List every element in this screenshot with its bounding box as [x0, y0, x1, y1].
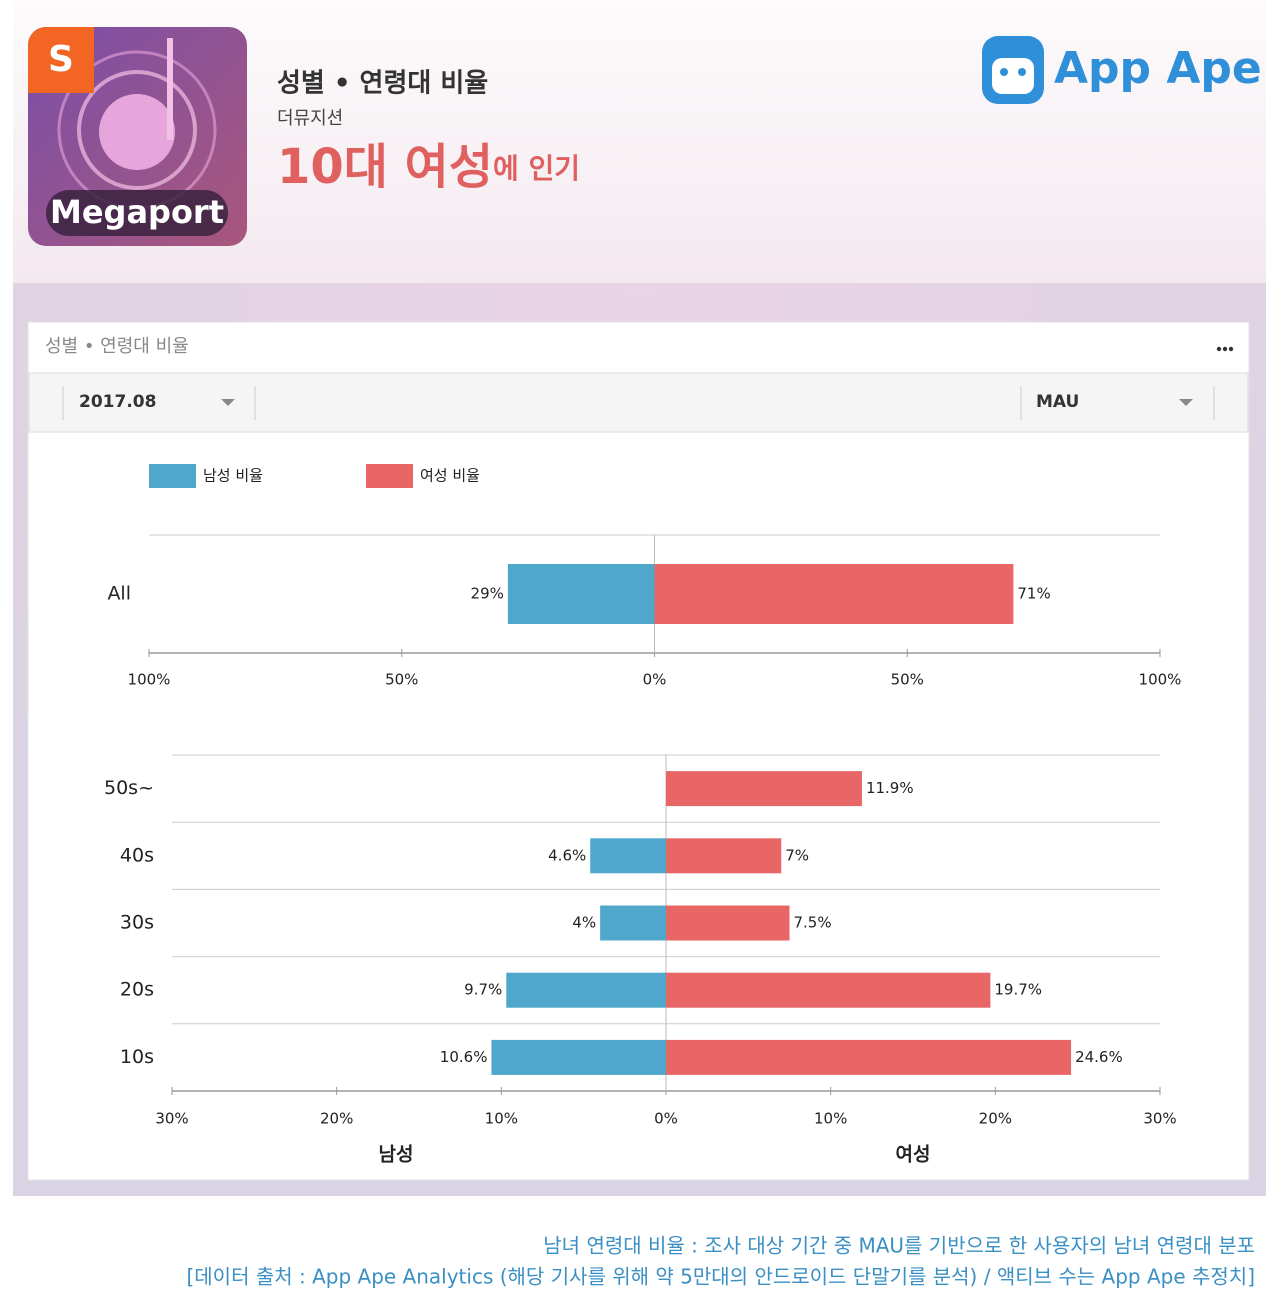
x-tick-label: 50% [385, 671, 418, 689]
brand-name: App Ape [1054, 43, 1262, 94]
value-label: 19.7% [994, 981, 1042, 999]
value-label: 9.7% [464, 981, 502, 999]
value-label: 29% [471, 585, 504, 603]
metric-dropdown[interactable]: MAU [1036, 392, 1193, 412]
category-label: 40s [120, 844, 154, 866]
period-dropdown[interactable]: 2017.08 [79, 392, 235, 412]
x-axis-label-left: 남성 [379, 1144, 414, 1166]
bar [590, 838, 666, 874]
value-label: 24.6% [1075, 1048, 1123, 1066]
legend-label: 여성 비율 [420, 467, 480, 485]
metric-value[interactable]: MAU [1036, 392, 1079, 412]
value-label: 7.5% [794, 914, 832, 932]
footer-source: [데이터 출처 : App Ape Analytics (해당 기사를 위해 약… [186, 1265, 1255, 1289]
bar [654, 564, 1014, 624]
legend-swatch [149, 464, 196, 488]
bar [491, 1039, 666, 1075]
bar [507, 564, 655, 624]
period-value[interactable]: 2017.08 [79, 392, 156, 412]
brand-logo: App Ape [982, 36, 1262, 104]
toolbar [28, 372, 1249, 433]
more-menu[interactable] [1216, 346, 1234, 352]
value-label: 4% [572, 914, 596, 932]
bar [666, 972, 991, 1008]
app-label: Megaport [50, 193, 224, 231]
app-icon: S Megaport [28, 27, 247, 246]
x-tick-label: 100% [1139, 671, 1182, 689]
header-subtitle: 더뮤지션 [277, 108, 343, 129]
value-label: 7% [785, 846, 809, 864]
bar [506, 972, 666, 1008]
x-tick-label: 0% [654, 1110, 678, 1128]
bar [666, 771, 862, 807]
card-title: 성별 • 연령대 비율 [45, 336, 189, 357]
x-axis-label-right: 여성 [896, 1144, 931, 1166]
x-tick-label: 20% [320, 1110, 353, 1128]
category-label: 30s [120, 912, 154, 934]
x-tick-label: 30% [1143, 1110, 1176, 1128]
category-label: 10s [120, 1046, 154, 1068]
x-tick-label: 50% [891, 671, 924, 689]
category-label: All [107, 583, 131, 605]
headline-suffix: 에 인기 [493, 152, 580, 185]
header-title: 성별 • 연령대 비율 [277, 69, 488, 99]
value-label: 71% [1017, 585, 1050, 603]
headline: 10대 여성에 인기 [277, 139, 580, 195]
legend-label: 남성 비율 [203, 467, 263, 485]
x-tick-label: 0% [643, 671, 667, 689]
x-tick-label: 10% [814, 1110, 847, 1128]
app-badge: S [48, 39, 74, 80]
headline-main: 10대 여성 [277, 139, 493, 195]
x-tick-label: 20% [979, 1110, 1012, 1128]
bar [666, 905, 790, 941]
x-tick-label: 100% [128, 671, 171, 689]
bar [600, 905, 666, 941]
footer-note: 남녀 연령대 비율 : 조사 대상 기간 중 MAU를 기반으로 한 사용자의 … [543, 1234, 1255, 1258]
bar [666, 838, 782, 874]
bar [666, 1039, 1072, 1075]
legend-swatch [366, 464, 413, 488]
x-tick-label: 30% [155, 1110, 188, 1128]
category-label: 20s [120, 979, 154, 1001]
card [27, 321, 1250, 1181]
value-label: 4.6% [548, 846, 586, 864]
category-label: 50s~ [104, 777, 154, 799]
x-tick-label: 10% [485, 1110, 518, 1128]
value-label: 11.9% [866, 779, 914, 797]
value-label: 10.6% [440, 1048, 488, 1066]
